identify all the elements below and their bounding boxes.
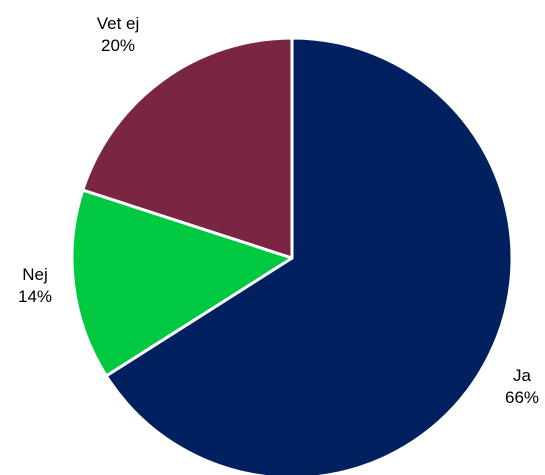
slice-value-nej: 14% <box>18 287 52 306</box>
pie-labels: Ja 66% Nej 14% Vet ej 20% <box>18 14 539 407</box>
slice-label-nej: Nej <box>22 265 48 284</box>
pie-slice-ja <box>104 36 514 475</box>
pie-slice-nej <box>70 188 294 378</box>
slice-label-ja: Ja <box>513 366 532 385</box>
pie-slices <box>70 36 514 475</box>
slice-label-vet-ej: Vet ej <box>97 14 140 33</box>
pie-slice-vet-ej <box>81 36 294 260</box>
slice-value-ja: 66% <box>505 388 539 407</box>
slice-value-vet-ej: 20% <box>101 36 135 55</box>
